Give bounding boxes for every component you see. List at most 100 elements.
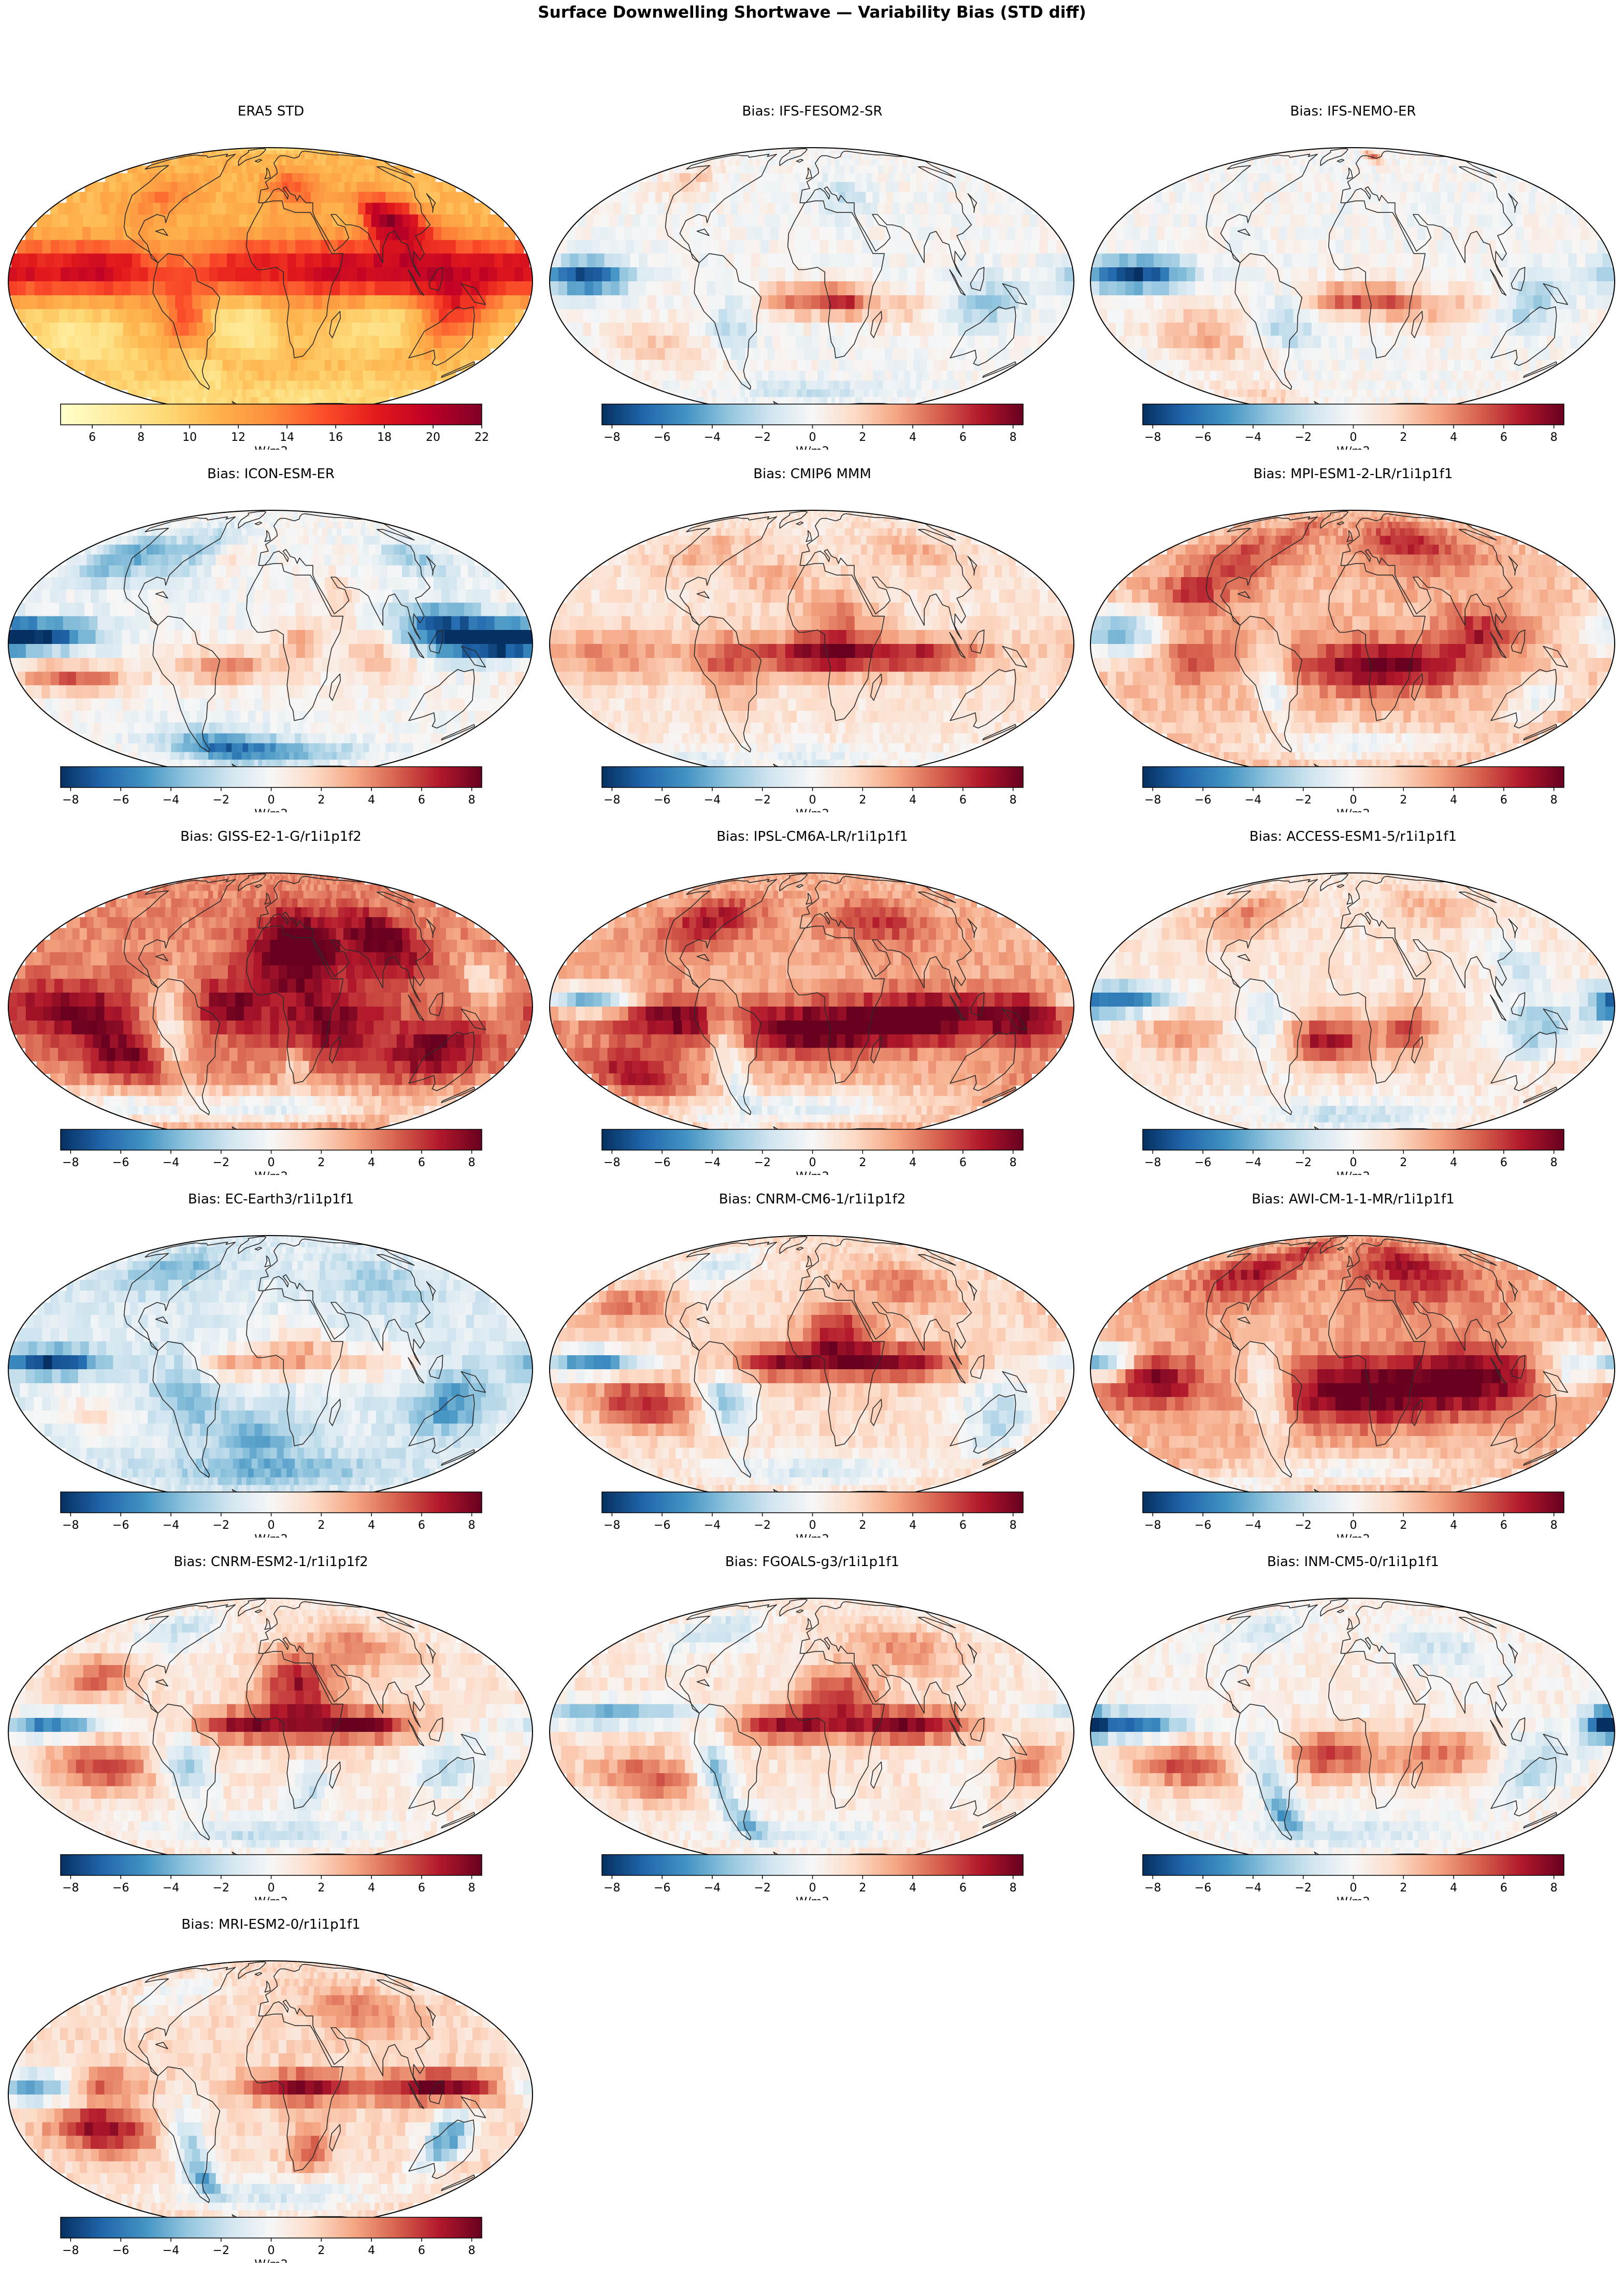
colorbar-tick-label: 0 bbox=[809, 1882, 816, 1895]
colorbar-tick-label: −2 bbox=[212, 2244, 229, 2257]
colorbar-label: W/m2 bbox=[254, 1170, 288, 1175]
colorbar-tick-label: 8 bbox=[1010, 431, 1017, 444]
map-area bbox=[1090, 510, 1615, 778]
colorbar: −8 −6 −4 −2 0 2 4 6 8 W/m2 bbox=[60, 1854, 482, 1900]
colorbar-tick-label: 6 bbox=[418, 794, 425, 807]
colorbar-tick-label: 4 bbox=[368, 1882, 375, 1895]
colorbar-tick-label: −8 bbox=[1144, 1882, 1161, 1895]
map-field bbox=[1090, 510, 1615, 778]
colorbar-tick-label: 2 bbox=[859, 794, 866, 807]
colorbar-tick-label: 6 bbox=[89, 431, 96, 444]
colorbar-tick-label: 6 bbox=[1500, 1882, 1507, 1895]
colorbar-gradient bbox=[601, 1854, 1024, 1876]
colorbar: −8 −6 −4 −2 0 2 4 6 8 W/m2 bbox=[1142, 1129, 1564, 1175]
colorbar-tick-label: 0 bbox=[1350, 1882, 1357, 1895]
colorbar-tick-label: 8 bbox=[1550, 1519, 1558, 1532]
colorbar-tick-label: 2 bbox=[318, 1156, 325, 1169]
colorbar-tick-label: 2 bbox=[1400, 1519, 1407, 1532]
colorbar-tick-label: −6 bbox=[112, 1156, 129, 1169]
colorbar-label: W/m2 bbox=[796, 1896, 829, 1900]
colorbar-tick-label: 2 bbox=[318, 2244, 325, 2257]
colorbar-tick-label: −2 bbox=[754, 1519, 770, 1532]
colorbar-tick-label: 4 bbox=[909, 1882, 916, 1895]
colorbar-gradient bbox=[1142, 1854, 1564, 1876]
map-field bbox=[1090, 873, 1615, 1140]
map-area bbox=[549, 147, 1074, 415]
map-area bbox=[8, 872, 533, 1141]
colorbar: 6 8 10 12 14 16 18 20 22 W/m2 bbox=[60, 404, 489, 450]
colorbar: −8 −6 −4 −2 0 2 4 6 8 W/m2 bbox=[1142, 1854, 1564, 1900]
colorbar-tick-label: 2 bbox=[1400, 1156, 1407, 1169]
colorbar-tick-label: 8 bbox=[468, 2244, 476, 2257]
colorbar-tick-label: −8 bbox=[603, 1519, 620, 1532]
colorbar-tick-label: 4 bbox=[909, 794, 916, 807]
colorbar-label: W/m2 bbox=[254, 1533, 288, 1538]
panel-title: Bias: ICON-ESM-ER bbox=[0, 466, 542, 482]
colorbar-tick-label: 6 bbox=[418, 1519, 425, 1532]
colorbar-tick-label: −2 bbox=[754, 1882, 770, 1895]
colorbar-tick-label: −4 bbox=[704, 1519, 721, 1532]
colorbar-tick-label: 8 bbox=[1550, 794, 1558, 807]
colorbar-tick-label: 10 bbox=[182, 431, 197, 444]
colorbar-label: W/m2 bbox=[1336, 808, 1370, 812]
colorbar-tick-label: 0 bbox=[268, 2244, 275, 2257]
map-panel: ERA5 STD 6 8 10 12 14 16 18 20 22 W/m2 bbox=[0, 87, 542, 450]
colorbar-tick-label: 8 bbox=[1010, 1882, 1017, 1895]
colorbar: −8 −6 −4 −2 0 2 4 6 8 W/m2 bbox=[601, 766, 1024, 812]
colorbar-tick-label: −8 bbox=[62, 1882, 79, 1895]
map-area bbox=[1090, 147, 1615, 415]
colorbar-tick-label: −6 bbox=[112, 794, 129, 807]
colorbar-tick-label: 0 bbox=[268, 1519, 275, 1532]
colorbar: −8 −6 −4 −2 0 2 4 6 8 W/m2 bbox=[601, 1491, 1024, 1538]
colorbar-tick-label: −8 bbox=[62, 1519, 79, 1532]
map-panel: Bias: INM-CM5-0/r1i1p1f1 −8 −6 −4 −2 0 2 4 6 8 W/… bbox=[1082, 1538, 1624, 1900]
colorbar-tick-label: −2 bbox=[754, 1156, 770, 1169]
panel-title: Bias: MRI-ESM2-0/r1i1p1f1 bbox=[0, 1917, 542, 1932]
colorbar-tick-label: −8 bbox=[1144, 431, 1161, 444]
colorbar-tick-label: −8 bbox=[62, 794, 79, 807]
colorbar-tick-label: −6 bbox=[654, 1882, 670, 1895]
map-area bbox=[8, 1598, 533, 1866]
colorbar-tick-label: 6 bbox=[1500, 1519, 1507, 1532]
colorbar: −8 −6 −4 −2 0 2 4 6 8 W/m2 bbox=[60, 766, 482, 812]
colorbar-tick-label: −6 bbox=[1195, 1882, 1211, 1895]
colorbar-tick-label: −8 bbox=[603, 1882, 620, 1895]
colorbar-label: W/m2 bbox=[1336, 1896, 1370, 1900]
colorbar-tick-label: 2 bbox=[318, 1882, 325, 1895]
colorbar-tick-label: −8 bbox=[603, 431, 620, 444]
colorbar-gradient bbox=[60, 1129, 482, 1151]
colorbar-tick-label: −6 bbox=[112, 2244, 129, 2257]
panel-title: Bias: EC-Earth3/r1i1p1f1 bbox=[0, 1192, 542, 1207]
colorbar-tick-label: −2 bbox=[1295, 1156, 1311, 1169]
colorbar-tick-label: 4 bbox=[368, 1519, 375, 1532]
map-panel: Bias: ACCESS-ESM1-5/r1i1p1f1 −8 −6 −4 −2 0 2 4… bbox=[1082, 812, 1624, 1175]
colorbar-tick-label: −6 bbox=[654, 1519, 670, 1532]
map-field bbox=[1090, 148, 1615, 415]
colorbar-tick-label: 8 bbox=[137, 431, 145, 444]
map-panel: Bias: FGOALS-g3/r1i1p1f1 −8 −6 −4 −2 0 2 4 6 8 W/… bbox=[541, 1538, 1083, 1900]
colorbar-tick-label: −2 bbox=[1295, 431, 1311, 444]
colorbar-tick-label: −8 bbox=[62, 1156, 79, 1169]
colorbar-tick-label: 2 bbox=[859, 1519, 866, 1532]
map-area bbox=[8, 510, 533, 778]
colorbar-tick-label: 4 bbox=[1450, 1882, 1457, 1895]
colorbar-tick-label: 0 bbox=[809, 1519, 816, 1532]
map-field bbox=[8, 1961, 533, 2228]
colorbar-tick-label: 6 bbox=[1500, 1156, 1507, 1169]
colorbar-tick-label: 22 bbox=[475, 431, 489, 444]
map-field bbox=[550, 148, 1074, 415]
colorbar: −8 −6 −4 −2 0 2 4 6 8 W/m2 bbox=[60, 1129, 482, 1175]
colorbar-label: W/m2 bbox=[254, 808, 288, 812]
map-field bbox=[8, 873, 533, 1140]
colorbar-tick-label: −4 bbox=[1245, 1882, 1261, 1895]
colorbar-tick-label: −6 bbox=[654, 1156, 670, 1169]
panel-title: ERA5 STD bbox=[0, 104, 542, 119]
colorbar-tick-label: 6 bbox=[1500, 431, 1507, 444]
colorbar-tick-label: 8 bbox=[468, 1882, 476, 1895]
panel-title: Bias: MPI-ESM1-2-LR/r1i1p1f1 bbox=[1082, 466, 1624, 482]
colorbar-tick-label: 4 bbox=[909, 1519, 916, 1532]
colorbar-tick-label: −4 bbox=[704, 431, 721, 444]
colorbar-tick-label: −2 bbox=[1295, 1519, 1311, 1532]
colorbar-tick-label: 6 bbox=[418, 1156, 425, 1169]
colorbar-tick-label: 18 bbox=[377, 431, 392, 444]
